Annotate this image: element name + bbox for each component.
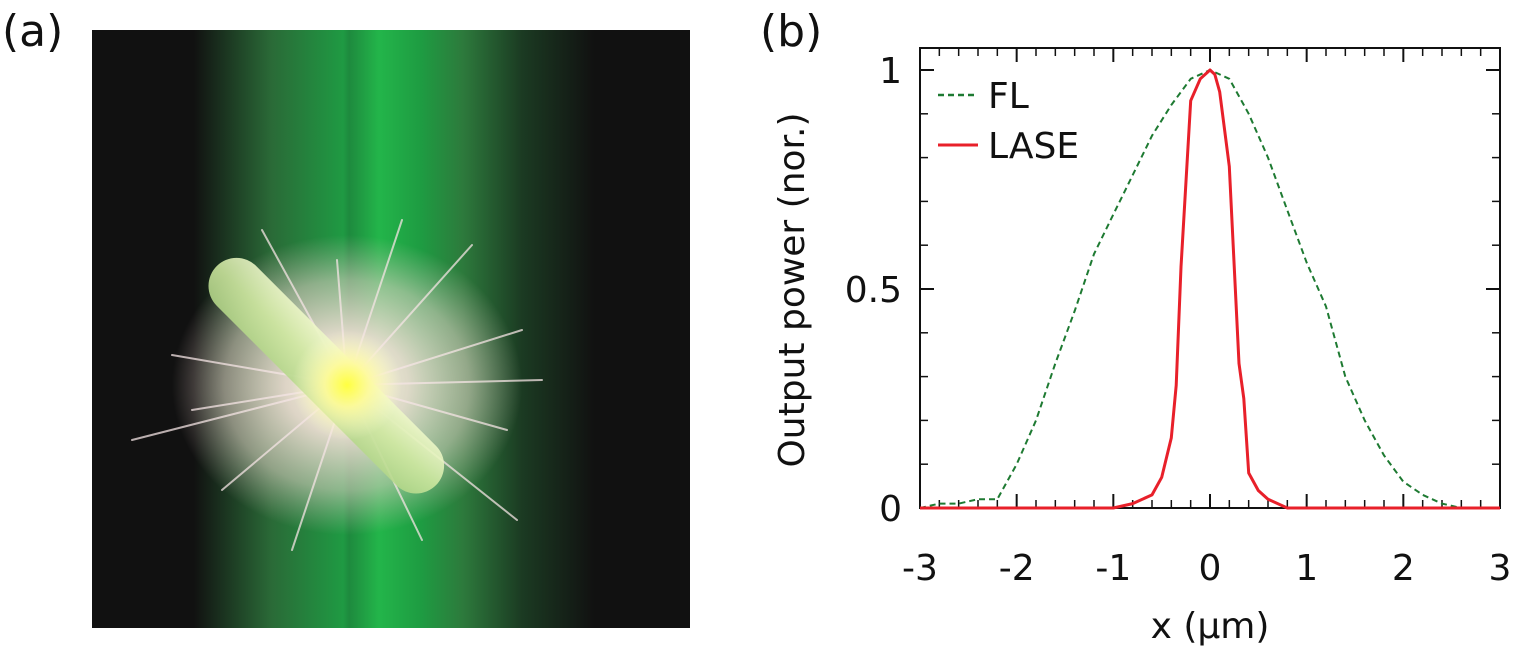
x-tick-label: 1 <box>1295 548 1318 589</box>
emission-core <box>292 330 402 440</box>
chart-text: x (µm) Output power (nor.) <box>772 112 1269 647</box>
nanowire-laser-emission-image <box>92 30 690 628</box>
x-tick-label: 2 <box>1392 548 1415 589</box>
x-tick-label: -3 <box>902 548 938 589</box>
chart-series <box>919 68 1500 510</box>
y-tick-label: 0 <box>879 489 902 530</box>
chart-axes: -3 -2 -1 0 1 2 3 0 0.5 1 <box>845 47 1512 589</box>
panel-label-a: (a) <box>2 6 64 57</box>
x-tick-label: -2 <box>999 548 1035 589</box>
legend-label-fl: FL <box>988 76 1029 117</box>
panel-label-b: (b) <box>760 6 823 57</box>
x-axis-label: x (µm) <box>1151 606 1270 647</box>
plot-frame <box>919 47 1501 509</box>
y-tick-label: 1 <box>879 51 902 92</box>
x-tick-label: 0 <box>1199 548 1222 589</box>
series-line-lase <box>920 68 1500 510</box>
y-tick-label: 0.5 <box>845 270 902 311</box>
x-tick-label: -1 <box>1095 548 1131 589</box>
legend-label-lase: LASE <box>988 126 1079 167</box>
x-tick-label: 3 <box>1489 548 1512 589</box>
y-axis-label: Output power (nor.) <box>772 112 813 467</box>
chart-legend: FL LASE <box>938 76 1079 167</box>
